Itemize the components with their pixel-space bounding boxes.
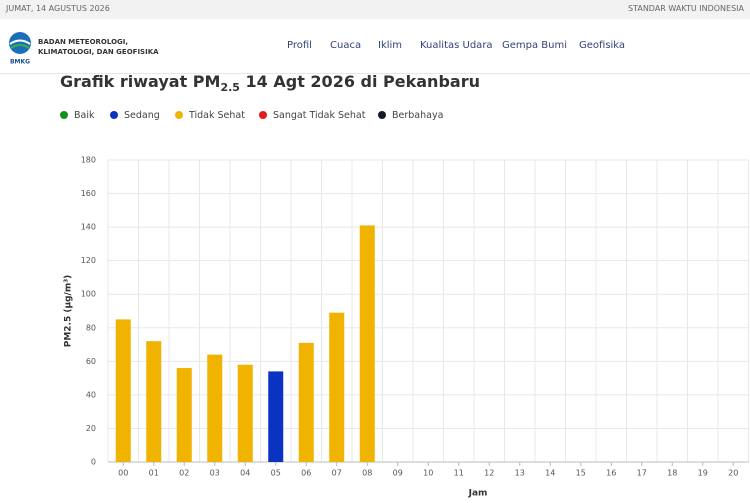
legend-dot: [175, 111, 183, 119]
x-tick-label: 12: [484, 469, 494, 478]
chart-title: Grafik riwayat PM2.5 14 Agt 2026 di Peka…: [60, 72, 480, 94]
x-tick-label: 03: [210, 469, 220, 478]
date: JUMAT, 14 AGUSTUS 2026: [6, 4, 110, 13]
bar: [115, 319, 131, 462]
legend-dot: [378, 111, 386, 119]
legend-label: Sedang: [124, 110, 160, 121]
x-tick-label: 17: [637, 469, 647, 478]
x-tick-label: 08: [362, 469, 372, 478]
y-tick-label: 0: [91, 458, 96, 467]
legend-label: Berbahaya: [392, 110, 444, 121]
title-text: 14 Agt 2026 di Pekanbaru: [245, 72, 480, 91]
org-line: KLIMATOLOGI, DAN GEOFISIKA: [38, 48, 159, 56]
nav-link[interactable]: Kualitas Udara: [420, 40, 493, 51]
y-tick-label: 40: [86, 390, 96, 399]
legend-item[interactable]: Sedang: [110, 110, 160, 121]
bar: [207, 354, 223, 462]
y-tick-label: 20: [86, 424, 96, 433]
x-tick-label: 00: [118, 469, 128, 478]
bar: [359, 225, 375, 462]
nav-link[interactable]: Cuaca: [330, 40, 362, 51]
legend-item[interactable]: Berbahaya: [378, 110, 443, 121]
legend-item[interactable]: Baik: [60, 110, 94, 121]
bar: [146, 341, 162, 462]
x-tick-label: 14: [545, 469, 555, 478]
bar: [298, 342, 314, 462]
x-tick-label: 07: [332, 469, 342, 478]
legend-label: Baik: [74, 110, 95, 121]
x-tick-label: 01: [149, 469, 159, 478]
bar: [237, 364, 253, 462]
y-tick-label: 160: [81, 189, 96, 198]
timezone: STANDAR WAKTU INDONESIA: [628, 4, 744, 13]
bar: [329, 312, 345, 462]
x-tick-label: 06: [301, 469, 311, 478]
x-tick-label: 16: [606, 469, 616, 478]
logo: BMKG: [9, 32, 31, 66]
title-text: Grafik riwayat PM: [60, 72, 221, 91]
x-tick-label: 05: [271, 469, 281, 478]
top-bar: JUMAT, 14 AGUSTUS 2026 STANDAR WAKTU IND…: [0, 0, 750, 19]
legend-label: Sangat Tidak Sehat: [273, 110, 366, 121]
y-tick-label: 100: [81, 290, 96, 299]
x-tick-label: 04: [240, 469, 250, 478]
x-tick-label: 09: [393, 469, 403, 478]
nav-link[interactable]: Geofisika: [579, 40, 626, 51]
bar: [176, 368, 192, 462]
x-tick-label: 11: [454, 469, 464, 478]
x-tick-label: 20: [728, 469, 738, 478]
x-tick-label: 13: [515, 469, 525, 478]
x-axis-label: Jam: [468, 489, 488, 499]
x-tick-label: 19: [698, 469, 708, 478]
y-tick-label: 140: [81, 223, 96, 232]
legend-item[interactable]: Tidak Sehat: [175, 110, 245, 121]
y-tick-label: 120: [81, 256, 96, 265]
x-tick-label: 02: [179, 469, 189, 478]
legend-dot: [110, 111, 118, 119]
org-line: BADAN METEOROLOGI,: [38, 38, 129, 46]
org-name: BADAN METEOROLOGI, KLIMATOLOGI, DAN GEOFI…: [38, 37, 159, 57]
y-tick-label: 80: [86, 323, 96, 332]
nav-link[interactable]: Gempa Bumi: [502, 40, 568, 51]
legend-item[interactable]: Sangat Tidak Sehat: [259, 110, 365, 121]
x-tick-label: 10: [423, 469, 433, 478]
x-tick-label: 15: [576, 469, 586, 478]
x-tick-label: 18: [667, 469, 677, 478]
nav-link[interactable]: Iklim: [378, 40, 403, 51]
header: BMKG BADAN METEOROLOGI, KLIMATOLOGI, DAN …: [0, 19, 750, 74]
bar: [268, 371, 284, 462]
legend-label: Tidak Sehat: [189, 110, 245, 121]
y-tick-label: 60: [86, 357, 96, 366]
legend-dot: [259, 111, 267, 119]
nav-link[interactable]: Profil: [287, 40, 312, 51]
title-sub: 2.5: [220, 81, 240, 95]
logo-text: BMKG: [10, 59, 30, 66]
y-axis-label: PM2.5 (µg/m³): [64, 275, 74, 348]
legend-dot: [60, 111, 68, 119]
y-tick-label: 180: [81, 156, 96, 165]
